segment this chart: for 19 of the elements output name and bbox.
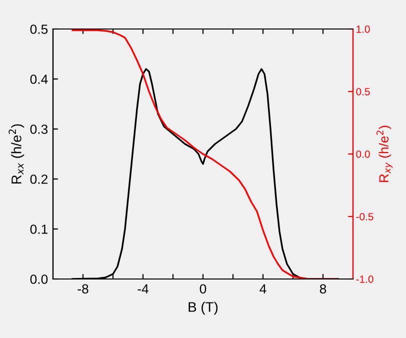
y-tick-label: 0.1 (30, 224, 48, 234)
y2-tick-label: 1.0 (356, 26, 370, 33)
y-tick-label: 0.5 (30, 24, 48, 34)
x-tick-label: 8 (320, 284, 326, 294)
x-tick-label: -4 (138, 284, 148, 294)
y2-tick-label: -1.0 (356, 276, 374, 283)
y-tick-label: 0.0 (30, 274, 48, 284)
y-axis-title: R$_{xx}$ (h/e$^{2}$) (8, 124, 24, 184)
y2-tick-label: 0.0 (356, 150, 370, 158)
y-tick-label: 0.3 (30, 124, 48, 134)
x-tick-label: -8 (78, 284, 88, 294)
y2-axis-title: R$_{xy}$ (h/e$^{2}$) (376, 126, 392, 182)
y-tick-label: 0.2 (30, 174, 48, 184)
y2-tick-label: -0.5 (356, 213, 374, 220)
x-tick-label: 4 (260, 284, 266, 294)
x-tick-label: 0 (200, 284, 206, 294)
y-tick-label: 0.4 (30, 74, 48, 84)
y2-tick-label: 0.5 (356, 88, 370, 96)
x-axis-title: B (T) (188, 302, 218, 315)
